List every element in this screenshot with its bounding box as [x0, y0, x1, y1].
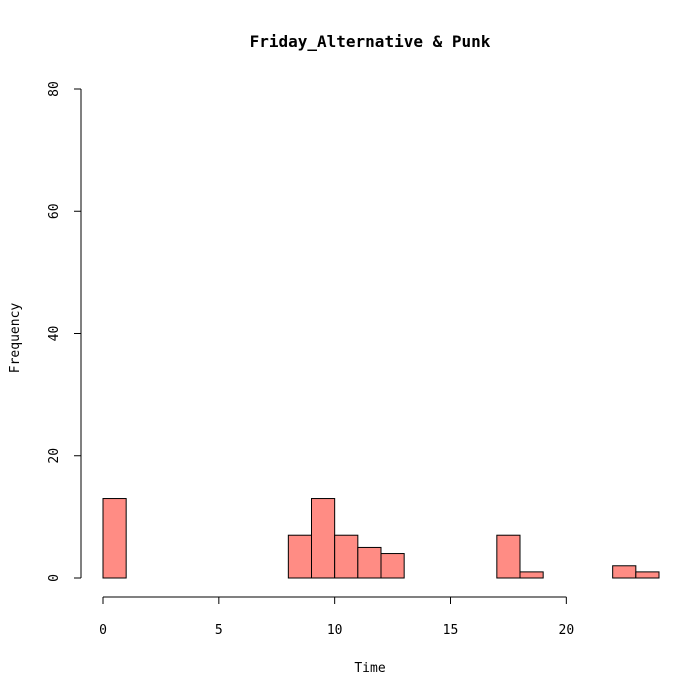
histogram-bar	[380, 553, 405, 579]
histogram-bar	[357, 546, 382, 579]
x-axis: 0 5 10 15 20	[99, 596, 575, 638]
y-axis: 0 20 40 60 80	[47, 81, 82, 582]
bars-group	[102, 498, 660, 579]
histogram-bar	[519, 571, 544, 579]
x-axis-label: Time	[354, 661, 385, 676]
x-tick-label: 20	[559, 623, 575, 638]
y-tick-label: 0	[47, 574, 62, 582]
y-tick-label: 20	[47, 448, 62, 464]
histogram-bar	[496, 534, 521, 579]
histogram-bar	[287, 534, 313, 579]
y-axis-label: Frequency	[8, 303, 23, 374]
chart-title: Friday_Alternative & Punk	[250, 32, 491, 51]
x-tick-label: 15	[443, 623, 459, 638]
histogram-bar	[311, 498, 336, 579]
histogram-bar	[635, 571, 660, 579]
histogram-bar	[334, 534, 359, 579]
x-tick-label: 10	[327, 623, 343, 638]
y-tick-label: 60	[47, 203, 62, 219]
histogram-bar	[102, 498, 127, 579]
x-tick-label: 5	[215, 623, 223, 638]
histogram-bar	[612, 565, 637, 579]
x-tick-label: 0	[99, 623, 107, 638]
y-tick-label: 40	[47, 326, 62, 342]
y-tick-label: 80	[47, 81, 62, 97]
